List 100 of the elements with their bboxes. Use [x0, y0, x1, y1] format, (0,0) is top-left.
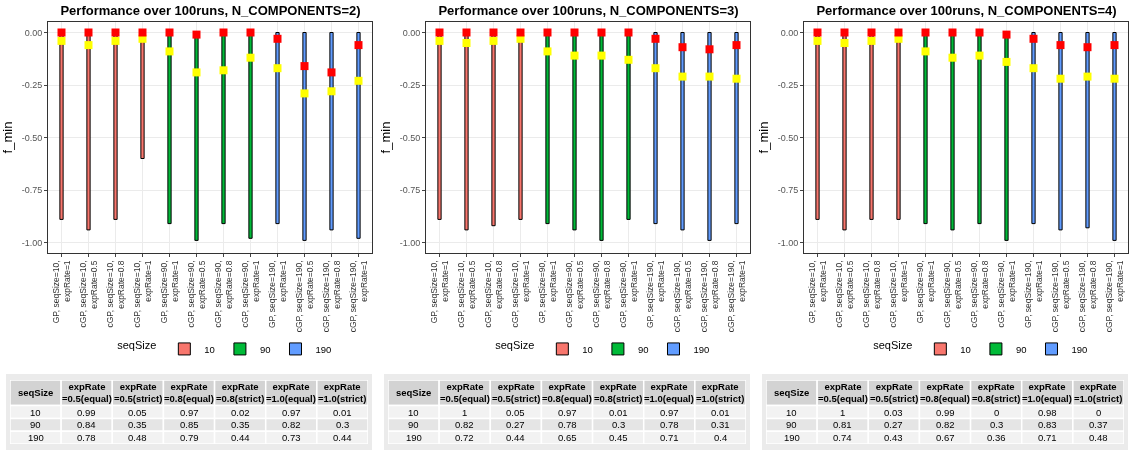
point	[921, 28, 930, 37]
x-tick-label: expRate =1.0(strict)	[318, 381, 367, 405]
x-tick-label: expRate =0.5(equal)	[440, 381, 490, 405]
point	[975, 51, 984, 60]
point	[948, 28, 957, 37]
point	[111, 28, 120, 37]
data-label: 0.67	[936, 432, 955, 443]
point	[840, 39, 849, 47]
y-tick-label: 0.00	[780, 27, 799, 38]
data-label: 0.44	[333, 432, 352, 443]
data-label: 0.98	[1038, 407, 1057, 418]
y-tick-label: 10	[30, 407, 41, 418]
data-label: 0.78	[558, 419, 577, 430]
data-label: 0.37	[1089, 419, 1108, 430]
data-label: 0.48	[128, 432, 147, 443]
legend-label: 90	[637, 343, 649, 355]
data-label: 0.82	[282, 419, 301, 430]
data-label: 0	[994, 407, 1000, 418]
data-label: 0.36	[987, 432, 1006, 443]
data-label: 0.82	[455, 419, 474, 430]
legend-label: 10	[960, 343, 971, 355]
point	[435, 28, 444, 37]
data-label: 0.01	[609, 407, 628, 418]
x-tick-label: expRate =1.0(equal)	[644, 381, 694, 405]
data-label: 0.48	[1089, 432, 1108, 443]
data-label: 0.72	[455, 432, 474, 443]
x-tick-label: expRate =0.8(equal)	[164, 381, 214, 405]
point	[57, 28, 66, 37]
point	[192, 68, 201, 77]
y-tick-label: 190	[784, 432, 800, 443]
data-label: 1	[840, 407, 846, 418]
y-tick-label: -1.00	[21, 237, 43, 248]
point	[705, 45, 714, 54]
x-tick-label: expRate =1.0(strict)	[696, 381, 745, 405]
point	[219, 28, 228, 37]
x-tick-label: expRate =1.0(equal)	[266, 381, 316, 405]
point	[84, 41, 93, 50]
y-tick-label: -0.75	[21, 185, 43, 196]
point	[948, 53, 957, 62]
x-tick-label: expRate =0.8(strict)	[594, 381, 643, 405]
point	[327, 68, 336, 77]
y-tick-label: 10	[786, 407, 797, 418]
y-tick-label: -0.75	[399, 185, 421, 196]
legend-title: seqSize	[873, 338, 913, 351]
x-tick-label: expRate =0.8(strict)	[216, 381, 265, 405]
point	[1056, 74, 1065, 83]
point	[1083, 43, 1092, 52]
x-tick-label: expRate =1.0(equal)	[1022, 381, 1072, 405]
point	[624, 55, 633, 64]
point	[921, 47, 930, 56]
point	[1083, 72, 1092, 81]
data-label: 0.97	[660, 407, 679, 418]
y-axis-title: f_min	[0, 121, 15, 154]
data-label: 0.4	[714, 432, 728, 443]
point	[570, 51, 579, 60]
point	[543, 28, 552, 37]
data-label: 0.44	[231, 432, 250, 443]
x-tick-label: expRate =0.8(equal)	[920, 381, 970, 405]
data-label: 0.99	[77, 407, 96, 418]
data-label: 0.31	[711, 419, 730, 430]
x-tick-label: expRate =0.5(strict)	[870, 381, 919, 405]
data-label: 0.02	[231, 407, 250, 418]
data-label: 0.73	[282, 432, 301, 443]
x-tick-label: GP, seqSize=10, expRate=1	[50, 260, 72, 324]
legend-title: seqSize	[495, 338, 535, 351]
y-tick-label: -0.75	[777, 185, 799, 196]
x-tick-label: expRate =0.5(strict)	[492, 381, 541, 405]
data-label: 0.79	[180, 432, 199, 443]
point	[246, 53, 255, 62]
legend-label: 190	[1071, 343, 1088, 355]
y-tick-label: 90	[408, 419, 419, 430]
legend-label: 90	[259, 343, 271, 355]
point	[651, 34, 660, 43]
point	[489, 28, 498, 37]
point	[651, 64, 660, 73]
data-label: 0.99	[936, 407, 955, 418]
chart-title: Performance over 100runs, N_COMPONENTS=3)	[438, 2, 739, 18]
point	[273, 34, 282, 43]
y-tick-label: 10	[408, 407, 419, 418]
point	[840, 28, 849, 37]
point	[1110, 41, 1119, 50]
point	[435, 36, 444, 45]
y-tick-label: -0.50	[399, 132, 421, 143]
point	[354, 41, 363, 50]
data-label: 0.65	[558, 432, 577, 443]
data-label: 0.27	[506, 419, 525, 430]
y-tick-label: -0.50	[21, 132, 43, 143]
point	[1029, 34, 1038, 43]
point	[867, 28, 876, 37]
data-label: 0.35	[231, 419, 250, 430]
data-label: 0.3	[336, 419, 350, 430]
x-tick-label: expRate =0.8(strict)	[972, 381, 1021, 405]
legend-label: 10	[582, 343, 593, 355]
y-axis-title: f_min	[378, 121, 393, 154]
legend-label: 90	[1015, 343, 1027, 355]
data-label: 0.83	[1038, 419, 1057, 430]
y-axis-title: seqSize	[396, 387, 432, 398]
y-tick-label: 90	[30, 419, 41, 430]
chart-title: Performance over 100runs, N_COMPONENTS=2)	[60, 2, 361, 18]
point	[732, 74, 741, 83]
